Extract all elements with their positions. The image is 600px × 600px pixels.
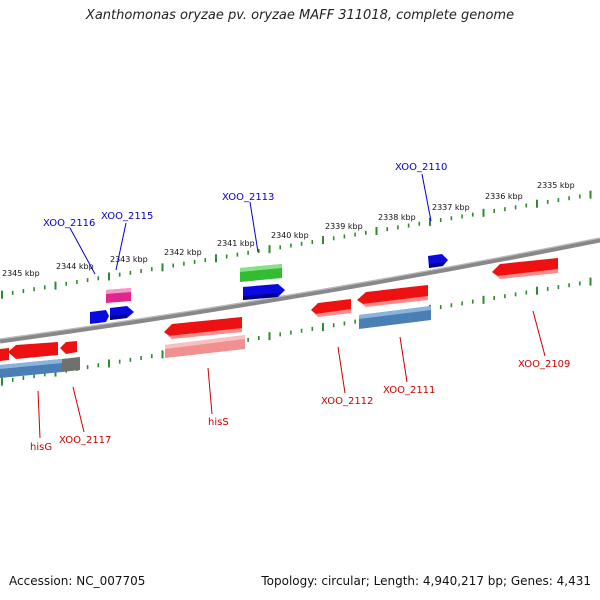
- label-xoo-2117[interactable]: XOO_2117: [59, 435, 111, 446]
- leader-hiss: [207, 367, 213, 415]
- scale-label-2338: 2338 kbp: [378, 213, 416, 222]
- leader-xoo-2111: [399, 336, 408, 383]
- scale-label-2345: 2345 kbp: [2, 269, 40, 278]
- gene-hisg-small[interactable]: [0, 348, 9, 361]
- label-xoo-2115[interactable]: XOO_2115: [101, 211, 153, 222]
- gene-xoo-2111-shade: [362, 296, 428, 307]
- label-xoo-2109[interactable]: XOO_2109: [518, 359, 570, 370]
- scale-label-2336: 2336 kbp: [485, 192, 523, 201]
- gene-xoo-2113-top: [240, 264, 282, 272]
- scale-label-2335: 2335 kbp: [537, 181, 575, 190]
- scale-label-2342: 2342 kbp: [164, 248, 202, 257]
- gene-xoo-2116[interactable]: [90, 310, 109, 324]
- genome-stats-text: Topology: circular; Length: 4,940,217 bp…: [261, 574, 591, 588]
- forward-genes: [90, 254, 448, 324]
- map-title: Xanthomonas oryzae pv. oryzae MAFF 31101…: [85, 8, 515, 23]
- leader-xoo-2115: [115, 222, 127, 271]
- label-xoo-2112[interactable]: XOO_2112: [321, 396, 373, 407]
- gene-xoo-2111-steel-top: [359, 306, 431, 319]
- label-xoo-2110[interactable]: XOO_2110: [395, 162, 447, 173]
- label-hiss[interactable]: hisS: [208, 417, 229, 428]
- gene-hisg[interactable]: [8, 342, 58, 359]
- scale-label-2343: 2343 kbp: [110, 255, 148, 264]
- scale-label-2339: 2339 kbp: [325, 222, 363, 231]
- label-hisg[interactable]: hisG: [30, 442, 52, 453]
- accession-text: Accession: NC_007705: [9, 574, 146, 588]
- label-xoo-2116[interactable]: XOO_2116: [43, 218, 95, 229]
- gene-xoo-2109-shade: [497, 269, 558, 279]
- scale-label-2337: 2337 kbp: [432, 203, 470, 212]
- gene-labels: XOO_2110 XOO_2113 XOO_2115 XOO_2116 XOO_…: [30, 162, 570, 453]
- leader-xoo-2109: [532, 310, 546, 357]
- gene-xoo-2113-blue-shade: [243, 293, 278, 300]
- gene-xoo-2117-gray[interactable]: [62, 357, 80, 372]
- gene-xoo-2110-shade: [429, 262, 443, 268]
- gene-xoo-2115-top: [106, 288, 131, 294]
- scale-label-2340: 2340 kbp: [271, 231, 309, 240]
- label-xoo-2111[interactable]: XOO_2111: [383, 385, 435, 396]
- scale-ticks-top: [1, 190, 592, 299]
- leader-hisg: [37, 390, 41, 439]
- scale-label-2344: 2344 kbp: [56, 262, 94, 271]
- gene-hiss-pink-top: [165, 335, 245, 349]
- leader-xoo-2110: [421, 173, 432, 222]
- leader-xoo-2116: [69, 227, 96, 275]
- leader-xoo-2112: [337, 346, 346, 394]
- label-xoo-2113[interactable]: XOO_2113: [222, 192, 274, 203]
- leader-xoo-2113: [249, 201, 259, 253]
- gene-xoo-2117[interactable]: [60, 341, 77, 354]
- genome-backbone: [0, 237, 600, 344]
- genome-backbone-highlight: [0, 237, 600, 340]
- leader-lines: [37, 173, 546, 439]
- gene-hisg-steel-top: [0, 359, 62, 369]
- reverse-genes: [0, 258, 558, 378]
- gene-xoo-2112-shade: [315, 309, 351, 317]
- scale-label-2341: 2341 kbp: [217, 239, 255, 248]
- leader-xoo-2117: [72, 386, 85, 433]
- gene-xoo-2115-blue-shade: [110, 314, 127, 320]
- gene-hiss-shade: [168, 328, 242, 339]
- scale-labels: 2335 kbp 2336 kbp 2337 kbp 2338 kbp 2339…: [2, 181, 575, 278]
